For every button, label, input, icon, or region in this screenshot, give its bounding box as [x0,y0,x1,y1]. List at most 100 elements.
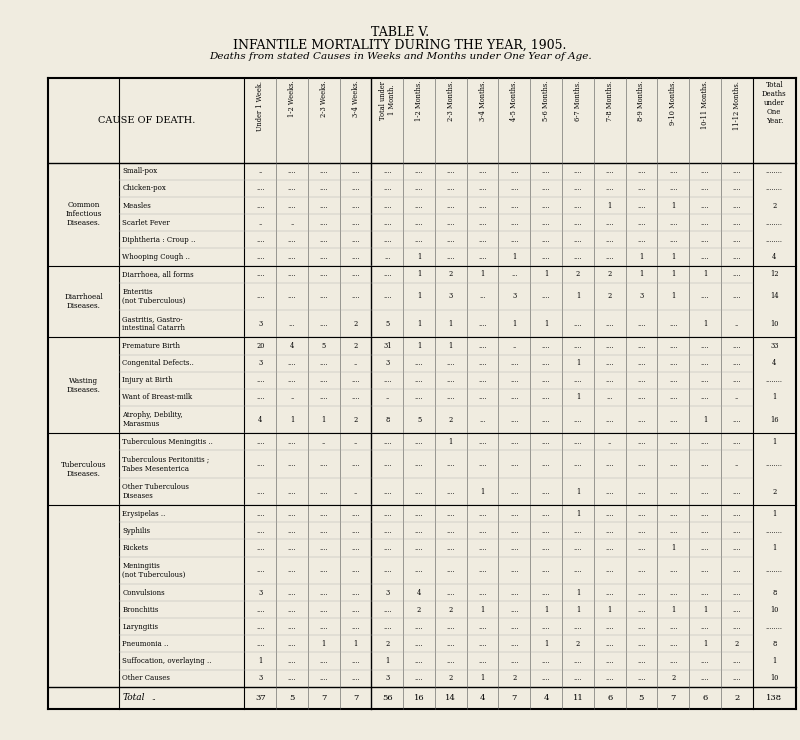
Text: ....: .... [574,253,582,261]
Text: 2: 2 [385,640,390,648]
Text: 1: 1 [512,253,517,261]
Text: ....: .... [510,566,518,574]
Text: 1: 1 [322,640,326,648]
Text: 1: 1 [576,605,580,613]
Text: Want of Breast-milk: Want of Breast-milk [122,394,192,401]
Text: 7: 7 [670,694,676,702]
Text: ....: .... [606,527,614,535]
Text: CAUSE OF DEATH.: CAUSE OF DEATH. [98,115,195,125]
Text: ....: .... [256,394,265,401]
Text: ....: .... [574,201,582,209]
Text: ........: ........ [766,460,782,468]
Text: ....: .... [510,623,518,630]
Text: ....: .... [446,510,455,518]
Text: 3: 3 [385,588,390,596]
Text: ....: .... [542,253,550,261]
Text: ....: .... [288,588,296,596]
Text: ....: .... [478,527,487,535]
Text: 2: 2 [449,416,453,423]
Text: ....: .... [256,184,265,192]
Text: ....: .... [256,527,265,535]
Text: ..: .. [322,438,326,446]
Text: ....: .... [288,640,296,648]
Text: Erysipelas ..: Erysipelas .. [122,510,166,518]
Text: ....: .... [542,544,550,552]
Text: ....: .... [637,359,646,367]
Text: ....: .... [383,292,391,300]
Text: ....: .... [669,416,678,423]
Text: ....: .... [256,292,265,300]
Text: ....: .... [351,236,360,244]
Text: 7-8 Months.: 7-8 Months. [606,81,614,121]
Text: ....: .... [319,588,328,596]
Text: ....: .... [510,588,518,596]
Text: ....: .... [669,640,678,648]
Text: 3: 3 [258,674,262,682]
Text: ....: .... [606,184,614,192]
Text: ....: .... [669,488,678,496]
Text: 1: 1 [772,510,776,518]
Text: ..: .. [258,167,262,175]
Text: ....: .... [351,544,360,552]
Text: ....: .... [701,292,709,300]
Text: Suffocation, overlaying ..: Suffocation, overlaying .. [122,657,212,665]
Text: ....: .... [542,292,550,300]
Text: ....: .... [319,394,328,401]
Text: ..: .. [354,488,358,496]
Text: 1: 1 [544,605,548,613]
Text: ....: .... [319,270,328,278]
Text: ....: .... [701,623,709,630]
Text: ....: .... [606,253,614,261]
Text: ....: .... [510,416,518,423]
Text: ..: .. [512,342,517,350]
Text: Tuberculous Peritonitis ;
Tabes Mesenterica: Tuberculous Peritonitis ; Tabes Mesenter… [122,456,210,473]
Text: 20: 20 [256,342,265,350]
Text: ....: .... [319,359,328,367]
Text: ....: .... [733,488,741,496]
Text: Total
Deaths
under
One
Year.: Total Deaths under One Year. [762,81,786,126]
Text: ....: .... [446,359,455,367]
Text: ....: .... [415,184,423,192]
Text: 1: 1 [671,292,675,300]
Text: 16: 16 [770,416,778,423]
Text: ....: .... [415,674,423,682]
Text: ....: .... [351,460,360,468]
Text: ....: .... [606,460,614,468]
Text: ....: .... [256,623,265,630]
Text: 1: 1 [702,605,707,613]
Text: ....: .... [383,566,391,574]
Text: ....: .... [351,657,360,665]
Text: 14: 14 [446,694,456,702]
Text: ....: .... [383,376,391,384]
Text: ....: .... [510,219,518,226]
Text: ....: .... [637,320,646,328]
Text: ....: .... [574,320,582,328]
Text: ....: .... [669,438,678,446]
Text: ....: .... [574,657,582,665]
Text: ....: .... [478,588,487,596]
Text: ....: .... [256,488,265,496]
Text: ....: .... [319,488,328,496]
Text: ....: .... [288,605,296,613]
Text: 1: 1 [576,488,580,496]
Text: ....: .... [510,544,518,552]
Text: ....: .... [288,270,296,278]
Text: Meningitis
(not Tuberculous): Meningitis (not Tuberculous) [122,562,186,579]
Text: ....: .... [383,623,391,630]
Text: ....: .... [701,219,709,226]
Text: ....: .... [733,605,741,613]
Text: ....: .... [510,527,518,535]
Text: ..: .. [354,438,358,446]
Text: ....: .... [669,623,678,630]
Text: ....: .... [478,236,487,244]
Text: 1: 1 [576,588,580,596]
Text: ....: .... [510,605,518,613]
Text: 1: 1 [772,394,776,401]
Text: ....: .... [701,376,709,384]
Text: ....: .... [288,253,296,261]
Text: ....: .... [351,674,360,682]
Text: 1: 1 [417,253,421,261]
Text: ....: .... [606,657,614,665]
Text: ....: .... [701,201,709,209]
Text: ....: .... [256,253,265,261]
